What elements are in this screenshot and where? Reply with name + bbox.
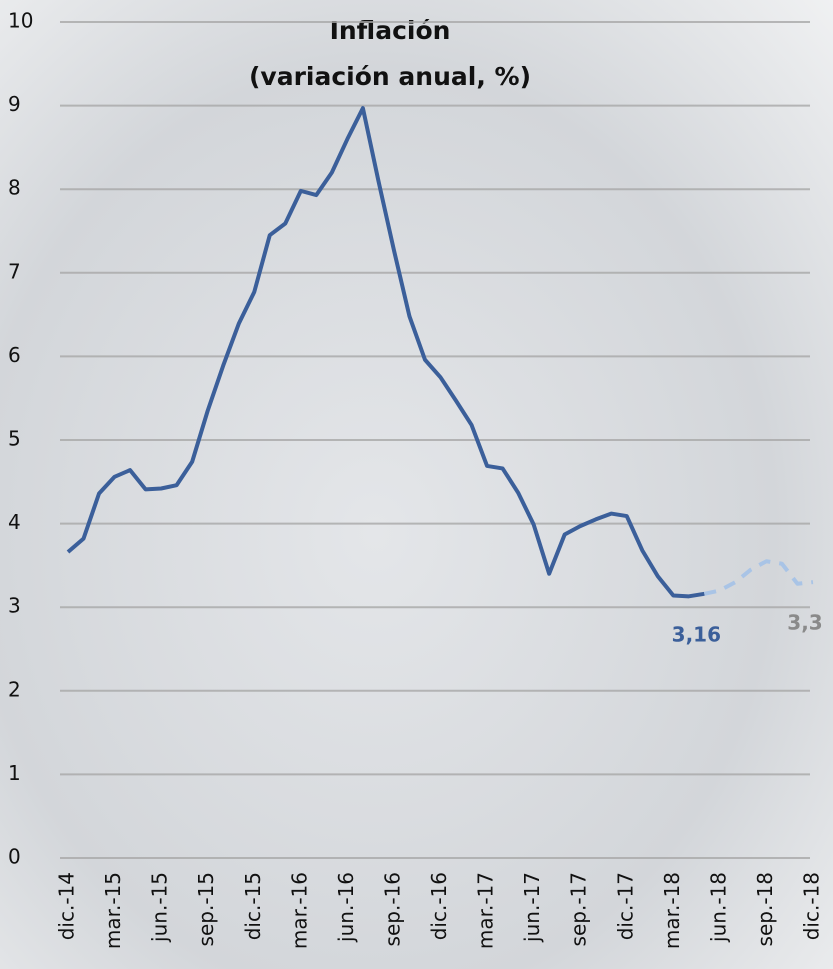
x-tick-label: mar.-16: [287, 872, 311, 949]
y-tick-label: 8: [8, 176, 21, 200]
y-tick-label: 2: [8, 677, 21, 701]
x-tick-label: jun.-18: [706, 872, 730, 943]
y-tick-label: 9: [8, 92, 21, 116]
series-line: [703, 559, 814, 596]
x-tick-label: dic.-16: [427, 872, 451, 940]
chart-title: Inflación: [330, 16, 451, 45]
x-tick-label: dic.-15: [241, 872, 265, 940]
x-tick-label: mar.-17: [474, 872, 498, 949]
x-tick-label: sep.-18: [753, 872, 777, 946]
y-tick-label: 10: [8, 9, 33, 33]
value-label: 3,16: [672, 622, 721, 646]
y-tick-label: 0: [8, 845, 21, 869]
x-tick-label: jun.-16: [334, 872, 358, 943]
y-tick-label: 4: [8, 510, 21, 534]
x-tick-label: sep.-15: [194, 872, 218, 946]
x-tick-label: dic.-17: [613, 872, 637, 940]
value-label: 3,3: [787, 611, 822, 635]
chart-subtitle: (variación anual, %): [249, 62, 531, 91]
x-tick-label: jun.-15: [148, 872, 172, 943]
y-tick-label: 5: [8, 427, 21, 451]
y-tick-label: 1: [8, 761, 21, 785]
x-tick-label: sep.-16: [380, 872, 404, 946]
y-tick-label: 3: [8, 594, 21, 618]
series-line: [66, 106, 705, 599]
y-tick-label: 7: [8, 259, 21, 283]
x-tick-label: mar.-18: [660, 872, 684, 949]
y-tick-label: 6: [8, 343, 21, 367]
x-tick-label: jun.-17: [520, 872, 544, 943]
x-tick-label: dic.-18: [800, 872, 824, 940]
x-tick-label: mar.-15: [101, 872, 125, 949]
x-tick-label: dic.-14: [55, 872, 79, 940]
x-tick-label: sep.-17: [567, 872, 591, 946]
